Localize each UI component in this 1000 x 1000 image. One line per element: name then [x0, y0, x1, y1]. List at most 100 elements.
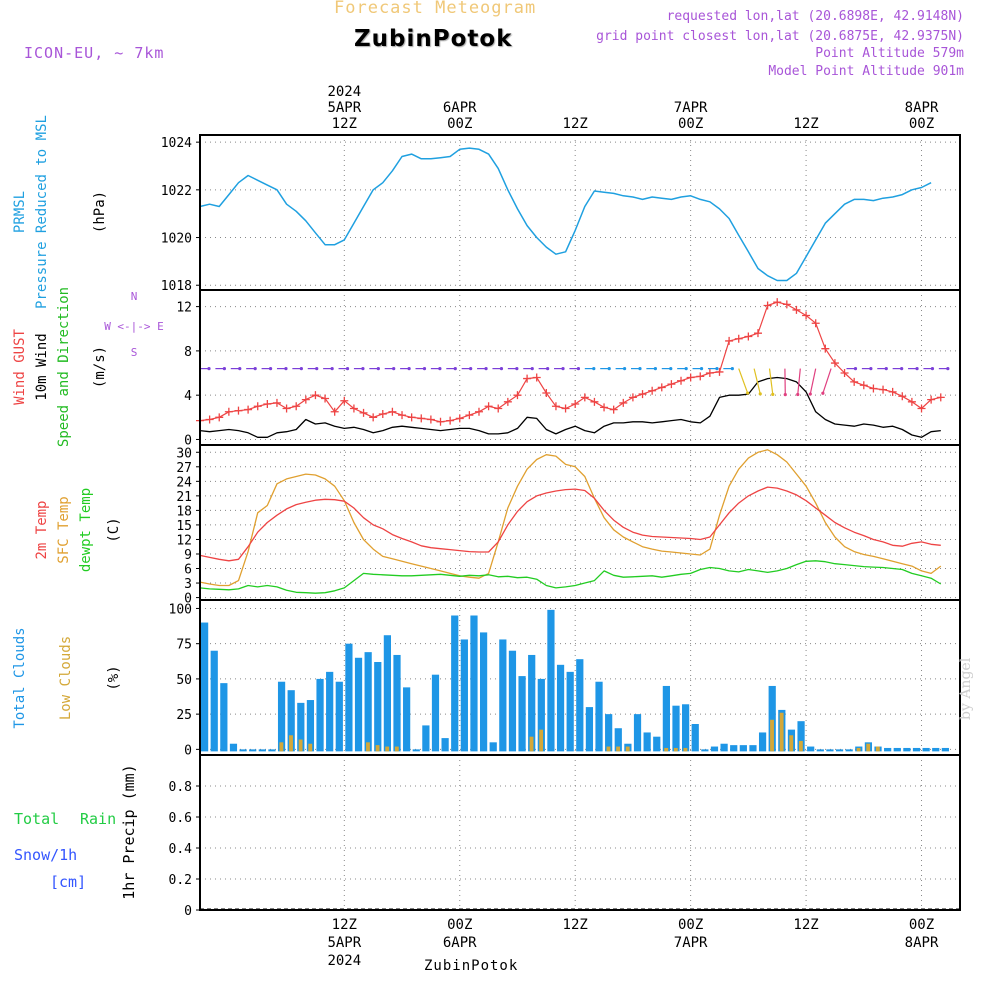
gust-marker [657, 383, 666, 392]
total-cloud-bar [528, 654, 536, 752]
y-tick-label: 0.4 [169, 842, 193, 857]
label-2m-temp: 2m Temp [34, 500, 50, 559]
total-cloud-bar [643, 732, 651, 752]
bottom-time-label: 5APR [327, 935, 361, 951]
compass-north: N [131, 290, 138, 303]
gust-marker [224, 407, 233, 416]
gust-marker [369, 413, 378, 422]
low-cloud-bar [875, 746, 880, 752]
total-cloud-bar [893, 747, 901, 752]
wind-direction-arrowhead [561, 367, 565, 371]
gust-marker [426, 415, 435, 424]
wind-direction-arrowhead [576, 367, 581, 371]
wind-direction-arrowhead [821, 391, 825, 395]
total-cloud-bar [239, 749, 247, 752]
gust-marker [436, 417, 445, 426]
label-low-clouds: Low Clouds [58, 636, 74, 720]
wind-direction-arrowhead [438, 367, 442, 371]
gust-marker [484, 402, 493, 411]
point-altitude: Point Altitude 579m [815, 46, 964, 61]
gust-marker [494, 404, 503, 413]
gust-marker [907, 397, 916, 406]
panel-frame-precip [199, 754, 961, 911]
wind-direction-arrowhead [607, 367, 611, 371]
wind-direction-arrowhead [546, 367, 550, 371]
gust-marker [340, 396, 349, 405]
total-cloud-bar [585, 707, 594, 752]
total-cloud-bar [633, 714, 642, 752]
total-cloud-bar [605, 714, 613, 752]
total-cloud-bar [249, 749, 257, 752]
gust-marker [311, 391, 320, 400]
label-1hr-precip: 1hr Precip (mm) [120, 764, 138, 899]
gust-marker [850, 377, 859, 386]
y-tick-label: 0 [184, 904, 192, 919]
total-cloud-bar [508, 650, 517, 752]
wind-direction-arrowhead [407, 367, 411, 371]
total-cloud-bar [682, 704, 690, 752]
gust-marker [686, 373, 695, 382]
top-time-label: 12Z [793, 116, 818, 132]
label-total-clouds: Total Clouds [12, 627, 28, 728]
gust-marker [503, 397, 512, 406]
total-cloud-bar [816, 749, 824, 752]
low-cloud-bar [279, 742, 284, 752]
gust-marker [417, 414, 426, 423]
top-time-label: 12Z [332, 116, 357, 132]
panel-frame-pressure [199, 134, 961, 291]
total-cloud-bar [210, 650, 218, 752]
gust-marker [446, 416, 455, 425]
wind-direction-arrow [738, 368, 749, 394]
low-cloud-bar [385, 746, 390, 752]
total-cloud-bar [364, 652, 372, 752]
gust-marker [561, 404, 570, 413]
wind-direction-arrowhead [515, 367, 519, 371]
low-cloud-bar [683, 747, 688, 752]
wind-direction-arrowhead [715, 367, 719, 371]
total-cloud-bar [768, 685, 776, 752]
gust-marker [859, 381, 868, 390]
y-tick-label: 9 [184, 548, 192, 563]
total-cloud-bar [835, 749, 844, 752]
total-cloud-bar [258, 749, 266, 752]
total-cloud-bar [460, 639, 468, 752]
y-tick-label: 21 [176, 490, 192, 505]
wind-direction-arrow [753, 368, 761, 395]
gust-marker [523, 374, 532, 383]
temp-2m-line [199, 486, 941, 562]
gust-marker [263, 400, 272, 409]
top-time-label: 12Z [563, 116, 588, 132]
label-total: Total [14, 810, 59, 828]
bottom-time-label: 00Z [678, 917, 703, 933]
y-tick-label: 24 [176, 475, 192, 490]
low-cloud-bar [779, 712, 784, 752]
wind-direction-arrowhead [299, 367, 303, 371]
wind-direction-arrowhead [484, 367, 488, 371]
low-cloud-bar [789, 735, 794, 752]
total-cloud-bar [662, 685, 670, 752]
total-cloud-bar [268, 749, 276, 752]
gust-marker [301, 395, 310, 404]
total-cloud-bar [354, 657, 363, 752]
sfc-temp-line [199, 449, 942, 587]
label-celsius: (C) [106, 517, 122, 542]
y-tick-label: 1024 [161, 136, 192, 151]
total-cloud-bar [710, 746, 719, 752]
wind-direction-arrowhead [530, 367, 534, 371]
y-tick-label: 3 [184, 577, 192, 592]
total-cloud-bar [412, 749, 420, 752]
y-tick-label: 0 [184, 743, 192, 758]
pressure-line [199, 147, 932, 282]
wind-direction-arrowhead [622, 367, 627, 371]
gust-marker [648, 386, 657, 395]
wind-direction-arrowhead [422, 367, 427, 371]
total-cloud-bar [547, 609, 555, 752]
gust-marker [667, 380, 676, 389]
bottom-time-label: 12Z [332, 917, 357, 933]
label-speed-direction: Speed and Direction [56, 287, 72, 447]
top-time-label: 5APR [327, 100, 361, 116]
gust-marker [696, 372, 705, 381]
gust-marker [513, 391, 522, 400]
total-cloud-bar [576, 659, 584, 752]
